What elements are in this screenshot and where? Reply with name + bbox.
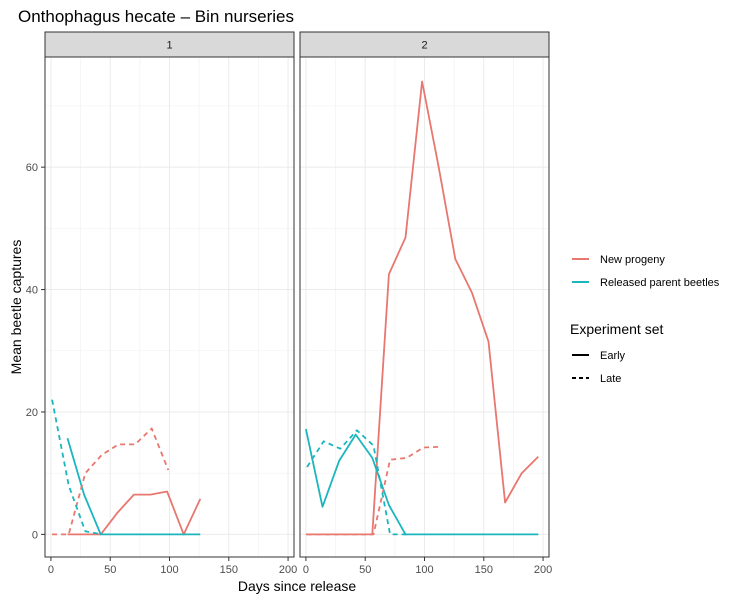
legend-label: Early [600, 350, 626, 362]
x-tick-label: 150 [475, 564, 493, 576]
facet-strip-label: 2 [421, 40, 427, 52]
facet-panel-1: 1 0 50 100 150 200 0 20 40 60 [26, 31, 297, 576]
series-line-released-parent-beetles-early [305, 428, 539, 536]
chart-title: Onthophagus hecate – Bin nurseries [18, 7, 294, 26]
legend-label: Released parent beetles [600, 277, 720, 289]
x-axis-title: Days since release [238, 578, 356, 594]
x-tick-label: 200 [279, 564, 297, 576]
legend-label: Late [600, 373, 621, 385]
facet-strip-label: 1 [166, 40, 172, 52]
series-line-released-parent-beetles-late [51, 399, 103, 536]
x-tick-label: 200 [534, 564, 552, 576]
legend-title: Experiment set [570, 321, 663, 337]
series-line-new-progeny-late [307, 445, 440, 536]
y-tick-label: 20 [26, 407, 38, 419]
facet-strip [44, 31, 295, 58]
y-axis-title: Mean beetle captures [8, 240, 24, 375]
facet-panel-2: 2 0 50 100 150 200 [299, 31, 552, 576]
x-tick-label: 0 [48, 564, 54, 576]
facet-strip [299, 31, 550, 58]
x-tick-label: 0 [303, 564, 309, 576]
x-tick-label: 150 [220, 564, 238, 576]
y-tick-label: 60 [26, 162, 38, 174]
x-tick-label: 50 [104, 564, 116, 576]
x-tick-label: 100 [415, 564, 433, 576]
x-tick-label: 100 [160, 564, 178, 576]
series-line-new-progeny-early [67, 490, 202, 536]
y-tick-label: 0 [32, 529, 38, 541]
series-line-new-progeny-late [52, 427, 170, 536]
legend: New progeny Released parent beetles Experi… [570, 254, 720, 385]
legend-label: New progeny [600, 254, 665, 266]
series-line-released-parent-beetles-early [66, 438, 201, 536]
x-tick-label: 50 [359, 564, 371, 576]
y-tick-label: 40 [26, 285, 38, 297]
series-line-released-parent-beetles-late [306, 429, 407, 536]
